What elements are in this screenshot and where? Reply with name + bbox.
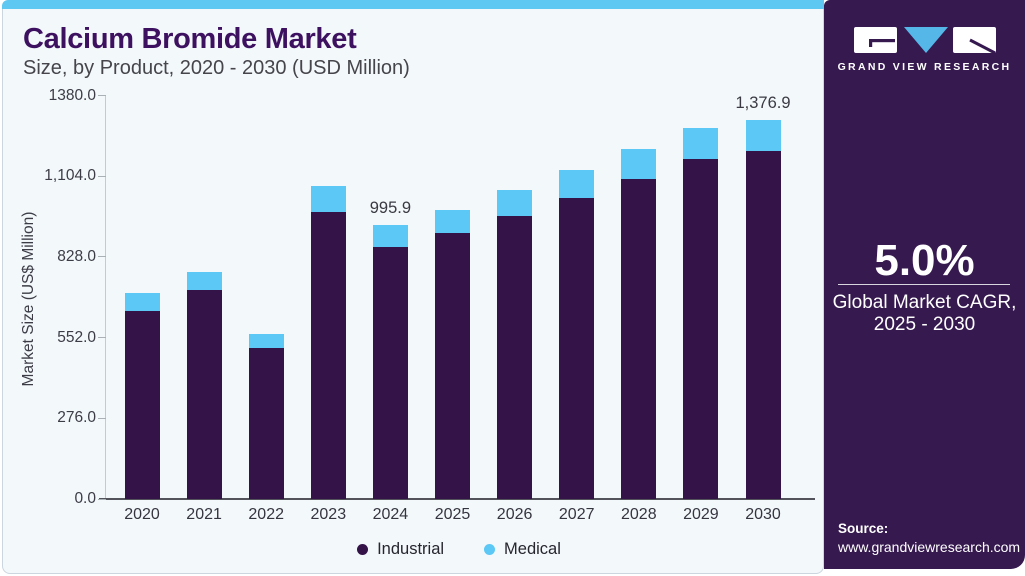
data-label-2024: 995.9	[369, 198, 412, 217]
bar-medical-2023	[310, 186, 346, 213]
gvr-logo-text: GRAND VIEW RESEARCH	[837, 61, 1012, 73]
x-axis-label-2027: 2027	[558, 506, 595, 523]
bar-industrial-2022	[248, 347, 284, 499]
bar-medical-2026	[497, 190, 533, 217]
y-tick-label: 276.0	[57, 409, 96, 427]
bar-medical-2024	[372, 224, 408, 247]
y-tick-label: 828.0	[57, 247, 96, 265]
bar-industrial-2030	[745, 151, 781, 499]
y-tick-mark	[98, 337, 106, 339]
x-axis-label-2022: 2022	[248, 506, 284, 523]
x-axis-line	[99, 498, 815, 500]
bar-medical-2027	[559, 170, 595, 198]
y-tick-mark	[98, 256, 106, 258]
bar-medical-2030	[745, 119, 781, 152]
x-axis-label-2030: 2030	[745, 506, 781, 523]
sidebar: GRAND VIEW RESEARCH 5.0% Global Market C…	[824, 0, 1025, 569]
source-url: www.grandviewresearch.com	[838, 539, 1021, 555]
bar-medical-2022	[248, 334, 284, 348]
x-axis-label-2026: 2026	[496, 506, 533, 523]
bar-industrial-2021	[186, 290, 222, 499]
legend-item-medical: Medical	[484, 540, 561, 559]
chart-title: Calcium Bromide Market	[23, 23, 357, 55]
cagr-divider	[838, 284, 1010, 285]
bar-industrial-2027	[559, 197, 595, 499]
top-accent-bar	[2, 0, 824, 9]
data-label-2030: 1,376.9	[735, 93, 791, 112]
chart-subtitle: Size, by Product, 2020 - 2030 (USD Milli…	[23, 57, 410, 79]
x-axis-label-2029: 2029	[683, 506, 719, 523]
bar-industrial-2028	[621, 178, 657, 499]
y-tick-label: 552.0	[57, 328, 96, 346]
y-axis-title: Market Size (US$ Million)	[20, 211, 37, 387]
legend-dot-medical	[484, 544, 496, 555]
bar-industrial-2025	[435, 232, 470, 499]
bar-medical-2025	[435, 210, 470, 233]
chart-card: Calcium Bromide Market Size, by Product,…	[2, 9, 824, 574]
x-axis-label-2025: 2025	[434, 506, 471, 523]
x-axis-label-2028: 2028	[621, 506, 657, 523]
x-axis-label-2023: 2023	[310, 506, 347, 523]
y-tick-mark	[98, 95, 106, 96]
y-tick-mark	[98, 175, 106, 177]
cagr-caption-line2: 2025 - 2030	[873, 314, 976, 335]
x-axis-label-2020: 2020	[124, 506, 160, 523]
bar-industrial-2026	[497, 216, 533, 499]
x-axis-label-2024: 2024	[372, 506, 409, 523]
y-tick-mark	[98, 417, 106, 419]
legend-label-medical: Medical	[504, 540, 561, 558]
bar-industrial-2029	[683, 159, 719, 499]
y-tick-label: 1,104.0	[44, 167, 96, 185]
cagr-value: 5.0%	[874, 236, 975, 285]
source-label: Source:	[838, 521, 889, 536]
chart-legend: Industrial Medical	[103, 540, 815, 559]
bar-industrial-2023	[310, 212, 346, 499]
gvr-logo-mark	[853, 27, 996, 54]
bar-medical-2021	[186, 272, 222, 291]
x-axis-label-2021: 2021	[186, 506, 222, 523]
bar-medical-2020	[124, 292, 160, 312]
legend-dot-industrial	[357, 544, 369, 555]
legend-item-industrial: Industrial	[357, 540, 444, 559]
y-tick-label: 0.0	[74, 490, 96, 507]
bar-industrial-2020	[124, 311, 160, 499]
bar-medical-2029	[683, 127, 719, 160]
gvr-logo: GRAND VIEW RESEARCH	[824, 27, 1025, 73]
y-tick-mark	[98, 498, 106, 500]
y-axis-line	[105, 96, 106, 499]
bar-medical-2028	[621, 149, 657, 179]
cagr-caption-line1: Global Market CAGR,	[832, 292, 1017, 313]
legend-label-industrial: Industrial	[377, 540, 445, 558]
y-tick-label: 1380.0	[48, 86, 96, 104]
bar-industrial-2024	[372, 246, 408, 499]
